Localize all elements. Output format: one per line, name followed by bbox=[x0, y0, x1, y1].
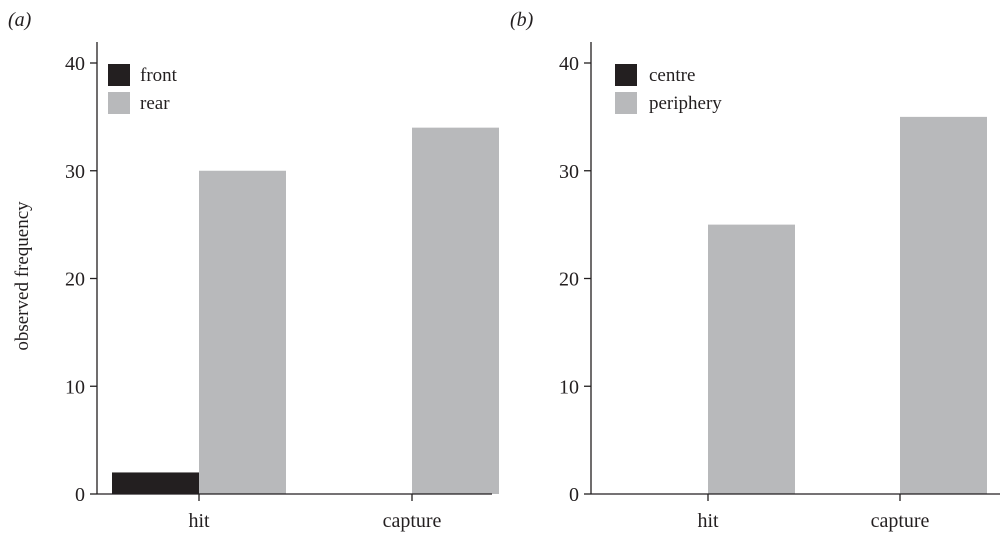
bar-front-hit bbox=[112, 472, 199, 494]
x-tick-label-hit: hit bbox=[188, 510, 210, 532]
y-tick-label-0: 0 bbox=[75, 484, 85, 506]
x-tick-label-hit: hit bbox=[697, 510, 719, 532]
bar-rear-hit bbox=[199, 170, 286, 494]
x-tick-label-capture: capture bbox=[383, 510, 442, 532]
panel-label: (b) bbox=[510, 9, 534, 31]
x-tick-label-capture: capture bbox=[871, 510, 930, 532]
bar-periphery-capture bbox=[900, 116, 987, 494]
legend-swatch-front bbox=[108, 64, 130, 86]
y-tick-label-40: 40 bbox=[559, 53, 579, 75]
y-tick-label-20: 20 bbox=[65, 269, 85, 291]
legend: centre periphery bbox=[615, 64, 722, 114]
chart-panel-1: (b) hit capture 0 10 20 30 40 centre periphery bbox=[510, 9, 1000, 532]
legend: front rear bbox=[108, 64, 178, 114]
legend-label-rear: rear bbox=[140, 93, 170, 114]
y-tick-label-30: 30 bbox=[559, 161, 579, 183]
legend-swatch-centre bbox=[615, 64, 637, 86]
legend-label-periphery: periphery bbox=[649, 93, 722, 114]
legend-label-centre: centre bbox=[649, 65, 695, 86]
chart-panel-0: (a) hit capture 0 10 20 30 40 observed frequency… bbox=[8, 9, 499, 532]
bar-periphery-hit bbox=[708, 224, 795, 494]
y-tick-label-40: 40 bbox=[65, 53, 85, 75]
legend-label-front: front bbox=[140, 65, 178, 86]
y-tick-label-20: 20 bbox=[559, 269, 579, 291]
legend-swatch-rear bbox=[108, 92, 130, 114]
y-tick-label-10: 10 bbox=[65, 376, 85, 398]
y-tick-label-0: 0 bbox=[569, 484, 579, 506]
y-tick-label-30: 30 bbox=[65, 161, 85, 183]
panel-label: (a) bbox=[8, 9, 32, 31]
y-tick-label-10: 10 bbox=[559, 376, 579, 398]
y-axis-title: observed frequency bbox=[12, 201, 33, 351]
bar-rear-capture bbox=[412, 127, 499, 495]
legend-swatch-periphery bbox=[615, 92, 637, 114]
